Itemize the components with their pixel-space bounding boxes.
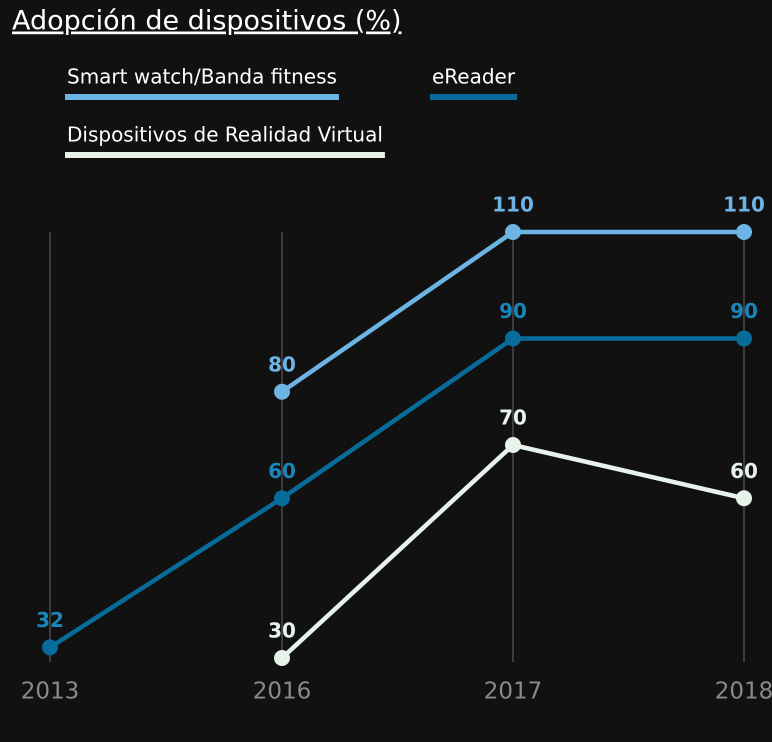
x-tick-label: 2016	[253, 679, 312, 705]
data-point	[274, 650, 290, 666]
legend-swatch	[430, 94, 518, 100]
data-point	[274, 383, 290, 400]
legend-swatch	[65, 152, 385, 158]
data-point	[736, 330, 752, 347]
x-tick-label: 2018	[715, 679, 772, 705]
data-point	[505, 437, 521, 453]
data-label: 90	[730, 299, 758, 323]
data-label: 110	[492, 193, 534, 217]
data-point	[736, 490, 752, 507]
chart-title: Adopción de dispositivos (%)	[12, 6, 402, 37]
legend-label: Smart watch/Banda fitness	[67, 65, 337, 89]
data-label: 30	[268, 619, 296, 643]
x-tick-label: 2017	[484, 679, 543, 705]
data-point	[274, 490, 290, 507]
data-label: 32	[36, 608, 64, 632]
data-label: 60	[268, 459, 296, 483]
legend-swatch	[65, 94, 339, 100]
data-point	[505, 330, 521, 347]
data-label: 110	[723, 193, 765, 217]
data-label: 70	[499, 406, 527, 430]
data-label: 60	[730, 459, 758, 483]
data-label: 90	[499, 299, 527, 323]
series-line	[48, 336, 744, 650]
data-label: 80	[268, 352, 296, 376]
legend-label: Dispositivos de Realidad Virtual	[67, 123, 383, 147]
x-tick-label: 2013	[21, 679, 80, 705]
legend-label: eReader	[432, 65, 516, 89]
data-point	[42, 639, 58, 656]
data-point	[505, 224, 521, 240]
data-point	[736, 224, 752, 240]
